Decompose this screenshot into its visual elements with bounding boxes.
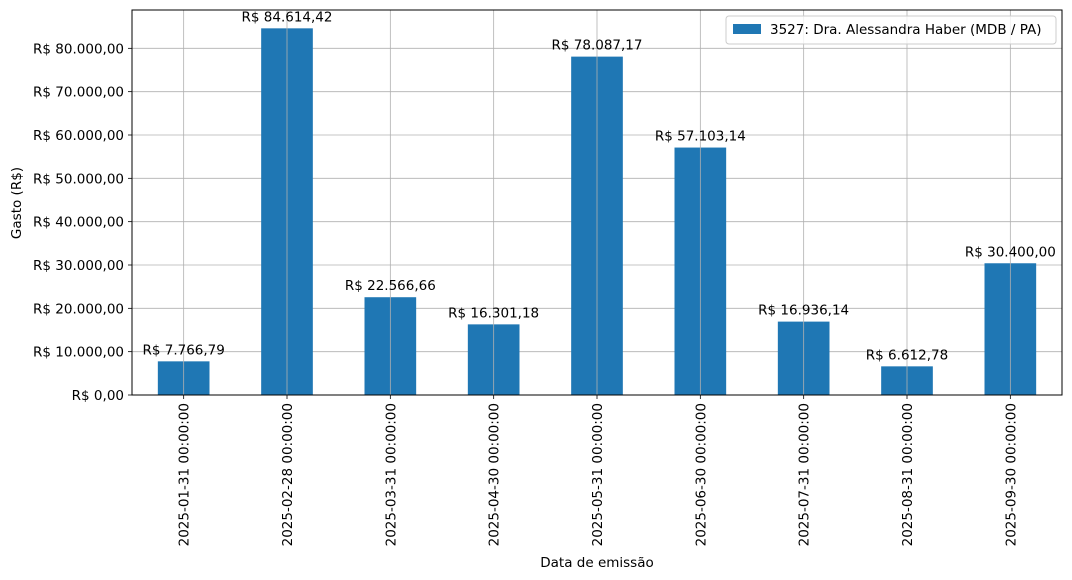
- bar-value-label: R$ 22.566,66: [345, 278, 436, 294]
- ticks-layer: R$ 0,00 R$ 10.000,00 R$ 20.000,00 R$ 30.000…: [33, 41, 1019, 546]
- legend-entry-label: 3527: Dra. Alessandra Haber (MDB / PA): [770, 22, 1042, 38]
- y-tick-label: R$ 30.000,00: [33, 258, 124, 274]
- x-tick-label: 2025-09-30 00:00:00: [1003, 403, 1019, 546]
- x-tick-label: 2025-02-28 00:00:00: [280, 403, 296, 546]
- x-tick-label: 2025-07-31 00:00:00: [797, 403, 813, 546]
- x-tick-label: 2025-08-31 00:00:00: [900, 403, 916, 546]
- y-tick-label: R$ 70.000,00: [33, 85, 124, 101]
- x-tick-label: 2025-06-30 00:00:00: [693, 403, 709, 546]
- y-tick-label: R$ 10.000,00: [33, 345, 124, 361]
- data-labels-layer: R$ 7.766,79 R$ 84.614,42 R$ 22.566,66 R$ 16…: [142, 9, 1056, 395]
- bar-value-label: R$ 16.301,18: [448, 305, 539, 321]
- y-tick-label: R$ 20.000,00: [33, 301, 124, 317]
- bar-value-label: R$ 57.103,14: [655, 129, 746, 145]
- bar-value-label: R$ 78.087,17: [552, 38, 643, 54]
- x-tick-label: 2025-03-31 00:00:00: [383, 403, 399, 546]
- bar-value-label: R$ 30.400,00: [965, 244, 1056, 260]
- x-tick-label: 2025-05-31 00:00:00: [590, 403, 606, 546]
- legend: 3527: Dra. Alessandra Haber (MDB / PA): [725, 15, 1057, 45]
- y-axis-title: Gasto (R$): [9, 167, 25, 239]
- bar-value-label: R$ 84.614,42: [242, 9, 333, 25]
- legend-frame: [725, 15, 1057, 45]
- bar-value-label: R$ 6.612,78: [866, 347, 948, 363]
- bar-value-label: R$ 16.936,14: [758, 303, 849, 319]
- y-tick-label: R$ 80.000,00: [33, 41, 124, 57]
- bar-value-label: R$ 7.766,79: [142, 342, 224, 358]
- x-tick-label: 2025-01-31 00:00:00: [177, 403, 193, 546]
- y-tick-label: R$ 60.000,00: [33, 128, 124, 144]
- legend-swatch: [733, 24, 761, 34]
- y-tick-label: R$ 40.000,00: [33, 215, 124, 231]
- x-axis-title: Data de emissão: [540, 555, 654, 571]
- y-tick-label: R$ 50.000,00: [33, 171, 124, 187]
- y-tick-label: R$ 0,00: [72, 388, 124, 404]
- x-tick-label: 2025-04-30 00:00:00: [487, 403, 503, 546]
